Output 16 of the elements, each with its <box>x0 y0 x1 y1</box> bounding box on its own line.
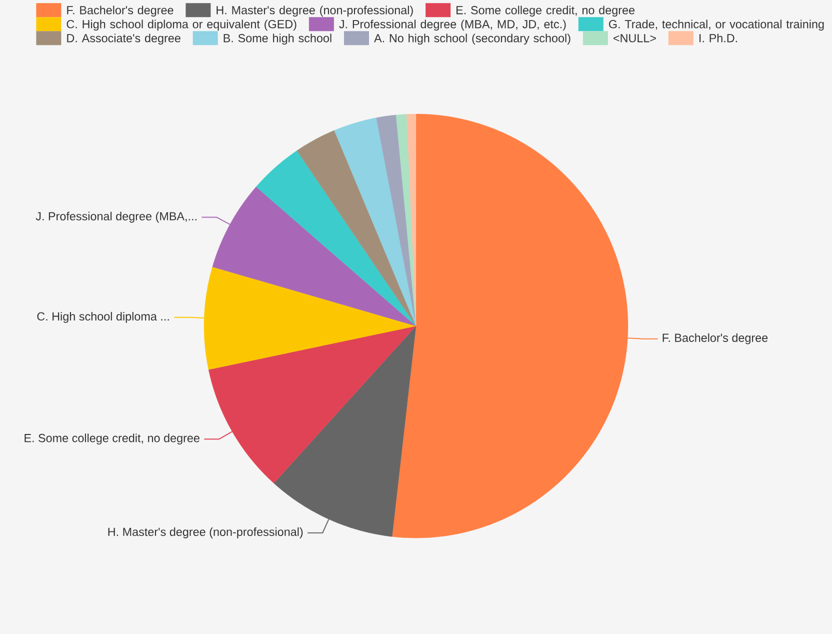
legend-label: F. Bachelor's degree <box>67 6 174 17</box>
text: H. Master's degree (non-professional) <box>108 527 303 538</box>
legend-label: B. Some high school <box>224 34 332 45</box>
legend-label: <NULL> <box>614 34 656 42</box>
text: F. Bachelor's degree <box>662 333 768 344</box>
text: C. High school diploma ... <box>37 312 169 323</box>
legend-label: H. Master's degree (non-professional) <box>216 6 413 17</box>
legend-label: E. Some college credit, no degree <box>456 6 635 17</box>
legend-label: G. Trade, technical, or vocational training <box>609 20 824 31</box>
legend-label: A. No high school (secondary school) <box>374 34 570 45</box>
legend-label: D. Associate's degree <box>67 34 180 45</box>
legend-label: I. Ph.D. <box>699 34 738 42</box>
text: E. Some college credit, no degree <box>24 434 200 445</box>
legend-label: C. High school diploma or equivalent (GED) <box>66 20 296 31</box>
legend-label: J. Professional degree (MBA, MD, JD, etc.) <box>339 20 566 31</box>
text: J. Professional degree (MBA,... <box>36 212 196 223</box>
